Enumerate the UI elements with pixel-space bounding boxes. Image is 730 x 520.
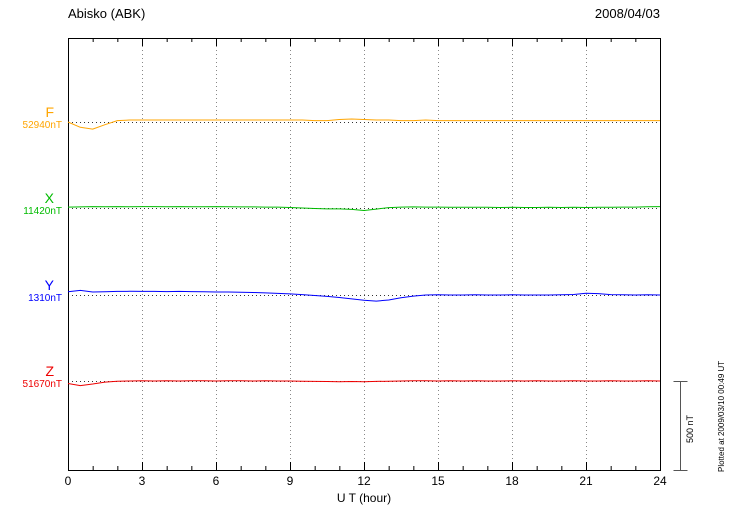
series-letter: Z [45, 363, 54, 379]
trace-Y [67, 289, 661, 302]
x-axis-label: U T (hour) [336, 491, 392, 505]
series-baseline-value: 51670nT [22, 379, 62, 390]
trace-F [67, 118, 660, 130]
series-label-Z: Z 51670nT [0, 363, 62, 391]
x-tick-label: 18 [505, 474, 519, 488]
axis-ticks [68, 38, 661, 470]
x-tick-label: 12 [357, 474, 371, 488]
x-tick-label: 3 [138, 474, 146, 488]
series-letter: F [45, 104, 54, 120]
series-baseline-value: 52940nT [22, 120, 62, 131]
x-tick-label: 9 [286, 474, 294, 488]
x-tick-label: 24 [653, 474, 667, 488]
trace-Z [67, 380, 661, 387]
scale-bar-label: 500 nT [685, 414, 695, 444]
scale-bar [673, 381, 688, 471]
series-letter: X [44, 190, 54, 206]
series-label-F: F 52940nT [0, 104, 62, 132]
gridlines [142, 38, 587, 470]
plotted-at-note: Plotted at 2009/03/10 00:49 UT [717, 360, 726, 472]
x-tick-label: 21 [579, 474, 593, 488]
plot-date: 2008/04/03 [594, 6, 660, 21]
series-letter: Y [44, 277, 54, 293]
series-label-Y: Y 1310nT [0, 277, 62, 305]
trace-X [67, 206, 661, 211]
x-tick-label: 0 [64, 474, 72, 488]
series-baseline-value: 1310nT [28, 293, 62, 304]
x-tick-label: 15 [431, 474, 445, 488]
x-tick-label: 6 [212, 474, 220, 488]
station-title: Abisko (ABK) [68, 6, 146, 21]
series-baseline-value: 11420nT [23, 206, 62, 217]
series-label-X: X 11420nT [0, 190, 62, 218]
